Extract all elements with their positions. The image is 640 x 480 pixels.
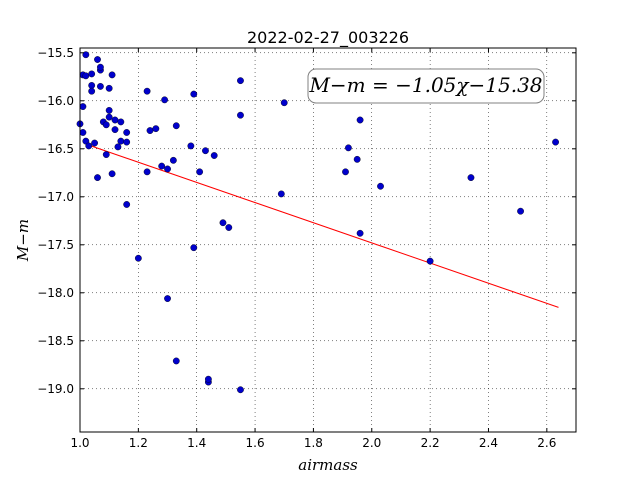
data-point	[280, 99, 288, 107]
data-point	[102, 121, 110, 129]
data-point	[517, 207, 524, 215]
data-point	[88, 70, 96, 78]
data-point	[237, 386, 244, 394]
x-tick-label: 2.0	[362, 436, 381, 450]
y-tick-label: −18.5	[37, 334, 74, 348]
plot-background	[80, 48, 576, 432]
data-point	[552, 138, 559, 146]
data-point	[356, 229, 364, 237]
data-point	[114, 143, 122, 151]
data-point	[123, 201, 131, 208]
data-point	[105, 84, 113, 92]
data-point	[82, 72, 90, 80]
data-point	[237, 77, 244, 85]
data-point	[210, 152, 218, 159]
data-point	[164, 165, 171, 173]
y-tick-label: −16.0	[37, 94, 74, 108]
data-points	[76, 51, 559, 394]
x-axis-label: airmass	[298, 456, 358, 474]
data-point	[219, 219, 227, 227]
plot-frame	[79, 47, 577, 433]
data-point	[467, 174, 475, 182]
data-point	[172, 122, 180, 130]
y-tick-label: −17.5	[37, 238, 74, 252]
x-tick-label: 1.2	[129, 436, 148, 450]
data-point	[146, 127, 154, 134]
data-point	[187, 142, 195, 150]
data-point	[277, 190, 285, 198]
data-point	[237, 111, 244, 119]
data-point	[426, 257, 434, 265]
x-tick-label: 2.6	[537, 436, 556, 450]
y-tick-label: −16.5	[37, 142, 74, 156]
y-tick-label: −17.0	[37, 190, 74, 204]
data-point	[111, 126, 119, 134]
data-point	[196, 168, 204, 176]
data-point	[108, 71, 116, 79]
data-point	[134, 254, 142, 262]
data-point	[202, 147, 209, 155]
data-point	[91, 139, 98, 147]
data-point	[111, 116, 119, 124]
data-point	[97, 63, 104, 71]
data-point	[169, 156, 177, 164]
data-point	[342, 168, 349, 176]
data-point	[108, 170, 116, 178]
data-point	[82, 51, 90, 59]
y-tick-label: −19.0	[37, 382, 74, 396]
data-point	[88, 87, 96, 95]
data-point	[105, 113, 113, 121]
data-point	[117, 137, 125, 145]
data-point	[88, 82, 96, 89]
data-point	[85, 142, 93, 150]
x-tick-label: 2.2	[421, 436, 440, 450]
data-point	[102, 151, 110, 158]
data-point	[105, 107, 113, 114]
x-tick-label: 2.4	[479, 436, 498, 450]
fit-equation: M−m = −1.05χ−15.38	[308, 73, 542, 97]
data-point	[345, 144, 352, 152]
data-point	[353, 155, 361, 163]
data-point	[143, 168, 151, 176]
chart-title: 2022-02-27_003226	[247, 28, 409, 48]
data-point	[117, 118, 125, 126]
x-tick-label: 1.0	[70, 436, 89, 450]
data-point	[158, 162, 166, 170]
y-axis-label: M−m	[14, 219, 32, 262]
x-tick-label: 1.6	[246, 436, 265, 450]
data-point	[190, 90, 198, 98]
data-point	[123, 138, 131, 146]
data-point	[190, 244, 198, 252]
data-point	[152, 125, 160, 133]
data-point	[204, 375, 212, 383]
data-point	[79, 103, 87, 110]
data-point	[94, 56, 101, 63]
fit-equation-frame	[307, 68, 545, 104]
data-point	[79, 129, 87, 136]
data-point	[356, 116, 364, 124]
data-point	[225, 224, 233, 231]
data-point	[161, 96, 169, 104]
data-point	[143, 87, 151, 95]
y-tick-label: −15.5	[37, 46, 74, 60]
data-point	[123, 129, 131, 136]
data-point	[97, 83, 104, 90]
fit-equation-box: M−m = −1.05χ−15.38	[307, 68, 545, 104]
data-point	[164, 295, 171, 302]
x-tick-label: 1.4	[187, 436, 206, 450]
data-point	[377, 182, 384, 190]
y-tick-label: −18.0	[37, 286, 74, 300]
axis-ticks: 1.0 1.2 1.4 1.6 1.8 2.0 2.2 2.4 2.6 −15.5 −16.0 −16…	[37, 46, 576, 450]
x-tick-label: 1.8	[304, 436, 323, 450]
data-point	[172, 357, 180, 365]
data-point	[94, 174, 101, 182]
grid	[79, 48, 576, 432]
